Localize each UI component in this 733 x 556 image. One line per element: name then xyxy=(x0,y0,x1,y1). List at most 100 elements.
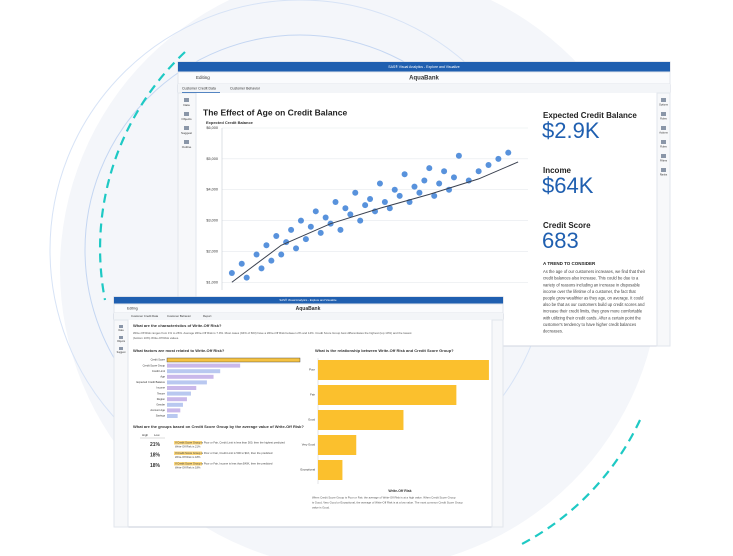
tab[interactable]: Customer Credit Data xyxy=(131,314,158,318)
rail-icon[interactable] xyxy=(661,154,666,158)
rail-label[interactable]: Outline xyxy=(182,145,192,149)
tab[interactable]: Customer Behavior xyxy=(230,86,261,90)
y-tick-label: $5,000 xyxy=(206,157,218,161)
scatter-point xyxy=(436,180,443,187)
bar xyxy=(318,410,404,430)
bar xyxy=(318,435,357,455)
rail-label[interactable]: Rules xyxy=(660,145,667,149)
rail-label[interactable]: Suggest xyxy=(117,351,126,354)
body-line: is Good, Very Good or Exceptional, the a… xyxy=(312,501,463,505)
menu[interactable]: Editing xyxy=(127,306,138,310)
bar xyxy=(318,460,343,480)
scatter-point xyxy=(362,202,369,209)
title-bar xyxy=(114,297,503,304)
rail-label[interactable]: Suggest xyxy=(181,131,192,135)
rail-icon[interactable] xyxy=(184,126,189,130)
bar xyxy=(167,374,214,379)
insight-title: A TREND TO CONSIDER xyxy=(543,261,596,266)
rail-icon[interactable] xyxy=(119,336,123,339)
front-window: SAS® Visual Analytics - Explore and Visu… xyxy=(113,296,504,528)
rail-label[interactable]: Roles xyxy=(660,117,667,121)
rail-icon[interactable] xyxy=(119,325,123,328)
scatter-point xyxy=(253,251,260,258)
rail-label[interactable]: Actions xyxy=(659,131,668,135)
scatter-point xyxy=(332,199,339,206)
scatter-point xyxy=(312,208,319,215)
rail-icon[interactable] xyxy=(661,112,666,116)
scatter-point xyxy=(396,192,403,199)
scatter-point xyxy=(228,270,235,277)
rail-icon[interactable] xyxy=(661,168,666,172)
bar-label: Gender xyxy=(156,402,165,406)
y-tick-label: $6,000 xyxy=(206,126,218,130)
group-value: 18% xyxy=(150,452,161,458)
right-rail xyxy=(656,92,671,347)
report-name: AquaBank xyxy=(409,76,439,82)
rail-icon[interactable] xyxy=(119,347,123,350)
rail-label[interactable]: Data xyxy=(118,329,124,332)
rail-icon[interactable] xyxy=(661,98,666,102)
rail-icon[interactable] xyxy=(184,112,189,116)
section-heading: What is the relationship between Write-O… xyxy=(315,348,454,353)
bar-label: Account Age xyxy=(150,408,165,412)
scatter-point xyxy=(376,180,383,187)
rail-label[interactable]: Filters xyxy=(660,159,668,163)
scatter-point xyxy=(278,251,285,258)
menu[interactable]: Editing xyxy=(196,75,210,80)
rail-icon[interactable] xyxy=(184,98,189,102)
bar xyxy=(167,397,187,402)
trend-line xyxy=(231,161,519,283)
insight-line: people grow wealthier as they age, on av… xyxy=(543,295,644,300)
body-line: Write-Off Risk ranges from 1% to 26%. Av… xyxy=(133,331,412,335)
dashed-arc xyxy=(98,51,186,301)
insight-line: also be that as our customers build up c… xyxy=(543,302,645,307)
scatter-point xyxy=(505,149,512,156)
scatter-point xyxy=(263,242,270,249)
scatter-point xyxy=(367,195,374,202)
scatter-point xyxy=(391,186,398,193)
highlight xyxy=(174,451,202,455)
rail-label[interactable]: Objects xyxy=(117,340,126,343)
bar xyxy=(167,380,207,385)
scatter-point xyxy=(401,171,408,178)
chart-title: The Effect of Age on Credit Balance xyxy=(203,107,347,117)
tab[interactable]: Customer Credit Data xyxy=(182,86,216,90)
rail-label[interactable]: Options xyxy=(659,103,669,107)
kpi-label: Credit Score xyxy=(543,221,591,230)
scatter-point xyxy=(297,217,304,224)
rail-icon[interactable] xyxy=(661,126,666,130)
bar-label: Very Good xyxy=(302,443,316,447)
tab[interactable]: Customer Behavior xyxy=(167,314,191,318)
rail-label[interactable]: Objects xyxy=(181,117,192,121)
tab[interactable]: Report xyxy=(203,314,212,318)
scatter-point xyxy=(243,274,250,281)
bar xyxy=(167,414,178,418)
scatter-point xyxy=(288,226,295,233)
section-heading: What factors are most related to Write-O… xyxy=(133,348,225,353)
insight-line: variety of reasons including an increase… xyxy=(543,282,641,287)
bar-label: Expected Credit Balance xyxy=(136,380,165,384)
kpi-value: $2.9K xyxy=(542,118,600,143)
scatter-point xyxy=(475,168,482,175)
scatter-point xyxy=(317,229,324,236)
insight-line: income over the lifetime of a customer, … xyxy=(543,289,636,294)
y-tick-label: $4,000 xyxy=(206,188,218,192)
tab-row xyxy=(178,84,670,93)
scatter-point xyxy=(268,257,275,264)
bar-label: Credit Limit xyxy=(152,369,165,373)
scatter-point xyxy=(307,223,314,230)
rail-icon[interactable] xyxy=(184,140,189,144)
dashed-arc xyxy=(519,419,641,546)
body-line: value is Good. xyxy=(312,506,330,510)
y-axis-title: Expected Credit Balance xyxy=(206,120,254,125)
bar xyxy=(167,363,241,368)
scatter-point xyxy=(322,214,329,221)
rail-label[interactable]: Ranks xyxy=(660,173,668,177)
bar xyxy=(167,369,221,374)
y-tick-label: $1,000 xyxy=(206,280,218,284)
scatter-point xyxy=(495,155,502,162)
rail-icon[interactable] xyxy=(661,140,666,144)
rail-label[interactable]: Data xyxy=(183,103,190,107)
app-title: SAS® Visual Analytics - Explore and Visu… xyxy=(279,298,337,302)
